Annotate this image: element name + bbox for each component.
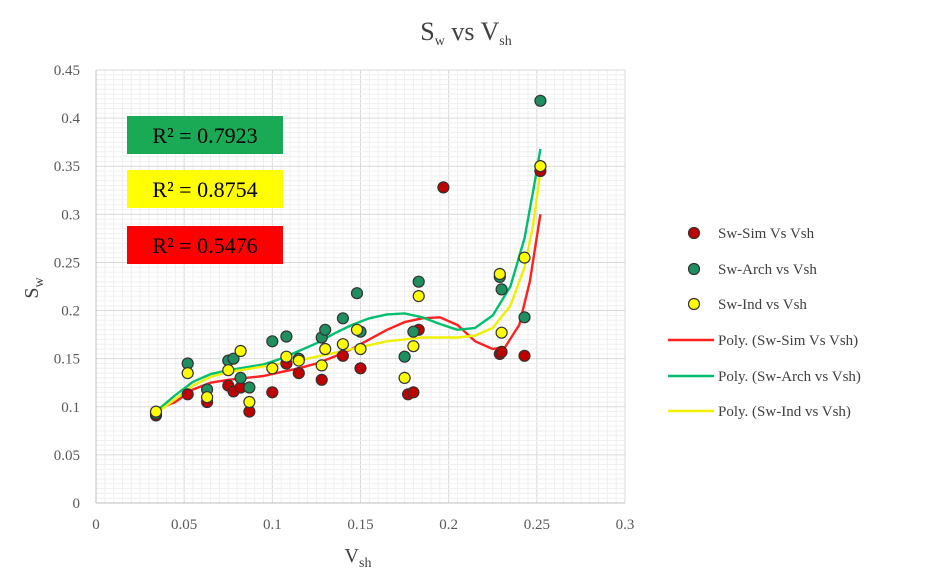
data-point	[535, 161, 546, 172]
data-point	[244, 382, 255, 393]
data-point	[519, 350, 530, 361]
y-tick-label: 0.45	[54, 63, 80, 79]
data-point	[235, 372, 246, 383]
data-point	[320, 324, 331, 335]
data-point	[316, 360, 327, 371]
data-point	[235, 346, 246, 357]
data-point	[267, 336, 278, 347]
y-tick-label: 0.4	[61, 111, 80, 127]
data-point	[496, 327, 507, 338]
data-point	[519, 312, 530, 323]
x-axis-title: Vsh	[345, 545, 372, 571]
y-tick-labels: 0 0.05 0.1 0.15 0.2 0.25 0.3 0.35 0.4 0.45	[54, 63, 81, 512]
data-point	[355, 363, 366, 374]
data-point	[535, 95, 546, 106]
data-point	[399, 351, 410, 362]
chart-title: Sw vs Vsh	[420, 17, 511, 49]
r-squared-label: R² = 0.7923	[152, 123, 257, 148]
legend: Sw-Sim Vs Vsh Sw-Arch vs Vsh Sw-Ind vs Vsh…	[668, 226, 861, 420]
data-point	[182, 389, 193, 400]
x-tick-label: 0.05	[171, 517, 197, 533]
r-squared-label: R² = 0.8754	[152, 177, 257, 202]
data-point	[496, 346, 507, 357]
data-point	[399, 372, 410, 383]
data-point	[293, 355, 304, 366]
data-point	[281, 331, 292, 342]
data-point	[337, 339, 348, 350]
data-point	[355, 344, 366, 355]
data-point	[496, 284, 507, 295]
data-point	[337, 350, 348, 361]
legend-marker	[689, 228, 700, 239]
legend-label: Sw-Ind vs Vsh	[718, 297, 807, 313]
data-point	[202, 392, 213, 403]
data-point	[408, 341, 419, 352]
data-point	[519, 252, 530, 263]
legend-label: Poly. (Sw-Ind vs Vsh)	[718, 404, 851, 420]
y-tick-label: 0.05	[54, 448, 80, 464]
data-point	[337, 313, 348, 324]
x-tick-label: 0.2	[439, 517, 458, 533]
data-point	[408, 326, 419, 337]
data-point	[267, 387, 278, 398]
x-tick-labels: 0 0.05 0.1 0.15 0.2 0.25 0.3	[92, 517, 634, 533]
legend-label: Sw-Arch vs Vsh	[718, 262, 817, 278]
legend-label: Sw-Sim Vs Vsh	[718, 226, 815, 242]
y-tick-label: 0.2	[61, 304, 80, 320]
data-point	[438, 182, 449, 193]
y-tick-label: 0.15	[54, 352, 80, 368]
x-tick-label: 0.25	[524, 517, 550, 533]
x-tick-label: 0.3	[616, 517, 635, 533]
data-point	[352, 324, 363, 335]
data-point	[151, 406, 162, 417]
data-point	[494, 269, 505, 280]
r-squared-label: R² = 0.5476	[152, 233, 257, 258]
data-point	[320, 344, 331, 355]
y-tick-label: 0.35	[54, 159, 80, 175]
legend-label: Poly. (Sw-Sim Vs Vsh)	[718, 333, 858, 349]
data-point	[352, 288, 363, 299]
y-tick-label: 0	[73, 496, 81, 512]
x-tick-label: 0	[92, 517, 100, 533]
data-point	[413, 291, 424, 302]
legend-marker	[689, 299, 700, 310]
r-squared-annotations: R² = 0.7923 R² = 0.8754 R² = 0.5476	[127, 116, 283, 264]
data-point	[223, 365, 234, 376]
y-tick-label: 0.25	[54, 255, 80, 271]
data-point	[182, 368, 193, 379]
data-point	[267, 363, 278, 374]
x-tick-label: 0.15	[347, 517, 373, 533]
data-point	[408, 387, 419, 398]
data-point	[244, 397, 255, 408]
data-point	[413, 276, 424, 287]
data-point	[281, 351, 292, 362]
x-tick-label: 0.1	[263, 517, 282, 533]
data-point	[293, 368, 304, 379]
legend-marker	[689, 264, 700, 275]
y-tick-label: 0.1	[61, 400, 80, 416]
y-tick-label: 0.3	[61, 207, 80, 223]
legend-label: Poly. (Sw-Arch vs Vsh)	[718, 369, 861, 385]
y-axis-title: Sw	[21, 277, 47, 299]
data-point	[316, 374, 327, 385]
